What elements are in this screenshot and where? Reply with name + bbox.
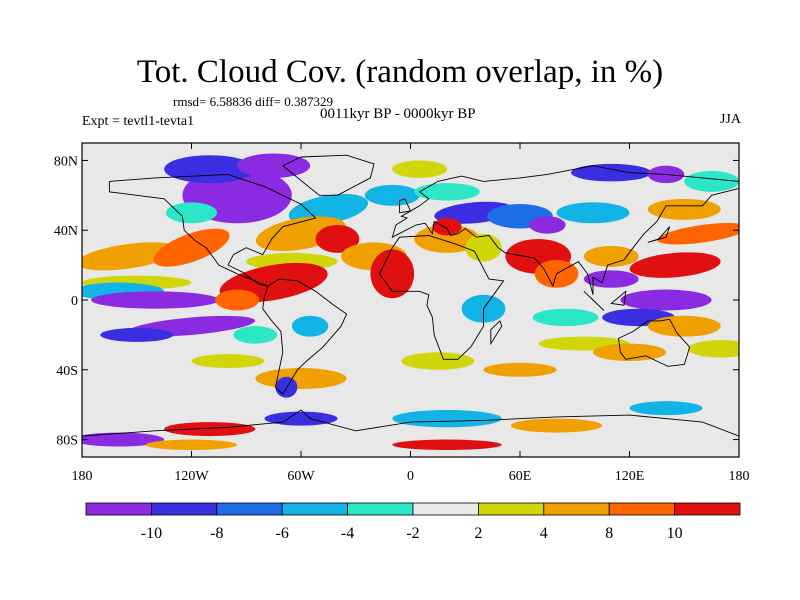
- anomaly-field: [82, 143, 739, 457]
- lat-tick-label: 0: [71, 294, 78, 309]
- anomaly-patch-yellow: [687, 340, 739, 358]
- coastline: [583, 290, 605, 311]
- stats-subtitle: rmsd= 6.58836 diff= 0.387329: [173, 94, 333, 109]
- anomaly-patch-purple: [620, 289, 712, 311]
- anomaly-patch-orange: [255, 368, 347, 389]
- anomaly-patch-dark_orange: [215, 289, 260, 311]
- colorbar-swatch: [477, 502, 545, 516]
- coastline: [399, 198, 412, 214]
- experiment-label: Expt = tevtl1-tevta1: [82, 114, 195, 129]
- anomaly-patch-blue: [264, 411, 338, 426]
- anomaly-patch-purple: [583, 270, 639, 288]
- anomaly-patch-purple: [529, 216, 566, 234]
- coastline: [108, 173, 317, 287]
- anomaly-patch-red: [164, 422, 256, 437]
- axis-ticks: 80N 40N 0 40S 80S 180 120W 60W 0 60E 120E 180: [54, 143, 750, 484]
- colorbar-swatch: [674, 502, 741, 516]
- coastline: [610, 290, 627, 306]
- coastline: [618, 318, 691, 367]
- lon-tick-label: 0: [407, 469, 414, 484]
- lon-tick-label: 60E: [509, 469, 532, 484]
- anomaly-patch-cyan: [233, 326, 278, 344]
- anomaly-patch-red: [629, 252, 721, 278]
- anomaly-patch-light_blue: [291, 315, 329, 337]
- coastline: [281, 154, 375, 196]
- colorbar-swatch: [412, 502, 479, 516]
- colorbar-label: 2: [474, 525, 482, 542]
- anomaly-patch-orange: [583, 245, 639, 267]
- colorbar-label: 4: [540, 525, 548, 542]
- period-label: 0011kyr BP - 0000kyr BP: [320, 106, 476, 122]
- colorbar-label: -4: [341, 525, 354, 542]
- season-label: JJA: [719, 112, 741, 127]
- anomaly-patch-purple: [91, 291, 219, 309]
- anomaly-patch-red: [315, 224, 360, 253]
- lat-tick-label: 40S: [56, 364, 78, 379]
- colorbar-label: -10: [141, 525, 162, 542]
- colorbar-label: 8: [605, 525, 613, 542]
- anomaly-patch-orange: [414, 224, 480, 253]
- anomaly-patch-cyan: [684, 170, 739, 192]
- colorbar-label: 10: [667, 525, 683, 542]
- coastline: [82, 409, 739, 457]
- anomaly-patch-orange: [647, 315, 721, 337]
- anomaly-patch-purple: [82, 432, 165, 447]
- coastlines: [82, 154, 739, 457]
- lat-tick-label: 80N: [54, 154, 78, 169]
- coastline: [490, 320, 503, 346]
- anomaly-patch-yellow: [401, 352, 475, 370]
- coastline: [378, 235, 505, 360]
- anomaly-patch-dark_orange: [153, 228, 230, 267]
- anomaly-patch-yellow: [392, 160, 447, 178]
- colorbar-swatch: [150, 502, 218, 516]
- anomaly-patch-purple: [237, 153, 311, 178]
- colorbar-swatch: [347, 502, 414, 516]
- anomaly-patch-yellow: [191, 354, 265, 369]
- anomaly-patch-light_blue: [556, 202, 630, 224]
- colorbar-label: -2: [406, 525, 419, 542]
- lat-tick-label: 40N: [54, 224, 78, 239]
- colorbar-swatch: [216, 502, 283, 516]
- lon-tick-label: 180: [729, 469, 750, 484]
- anomaly-patch-cyan: [165, 202, 218, 224]
- colorbar-swatch: [85, 502, 152, 516]
- anomaly-patch-blue: [100, 327, 174, 342]
- anomaly-patch-red: [370, 249, 415, 299]
- anomaly-patch-orange: [145, 439, 238, 451]
- anomaly-patch-red: [432, 218, 462, 236]
- anomaly-patch-orange: [82, 242, 179, 271]
- colorbar-label: -6: [276, 525, 289, 542]
- colorbar-swatch: [608, 502, 676, 516]
- anomaly-patch-light_blue: [392, 409, 502, 428]
- colorbar-label: -8: [210, 525, 223, 542]
- colorbar: -10 -8 -6 -4 -2 2 4 8 10: [85, 502, 741, 542]
- anomaly-patch-blue: [571, 163, 652, 182]
- colorbar-swatch: [281, 502, 349, 516]
- anomaly-patch-cyan: [532, 308, 599, 327]
- lon-tick-label: 60W: [287, 469, 315, 484]
- anomaly-patch-light_blue: [364, 184, 420, 206]
- anomaly-patch-orange: [510, 418, 603, 433]
- lon-tick-label: 120E: [615, 469, 645, 484]
- lon-tick-label: 180: [72, 469, 93, 484]
- colorbar-swatch: [543, 502, 610, 516]
- anomaly-patch-yellow: [465, 233, 502, 262]
- coastline: [391, 165, 739, 295]
- anomaly-patch-orange: [483, 362, 557, 377]
- anomaly-patch-light_blue: [629, 401, 703, 416]
- anomaly-patch-cyan: [414, 183, 480, 201]
- lon-tick-label: 120W: [174, 469, 209, 484]
- anomaly-patch-red: [392, 439, 502, 451]
- lat-tick-label: 80S: [56, 434, 78, 449]
- anomaly-patch-dark_orange: [657, 222, 739, 245]
- coastline: [647, 226, 671, 243]
- anomaly-patch-orange: [647, 198, 721, 220]
- coastline: [262, 278, 348, 395]
- map-title: Tot. Cloud Cov. (random overlap, in %): [136, 54, 664, 90]
